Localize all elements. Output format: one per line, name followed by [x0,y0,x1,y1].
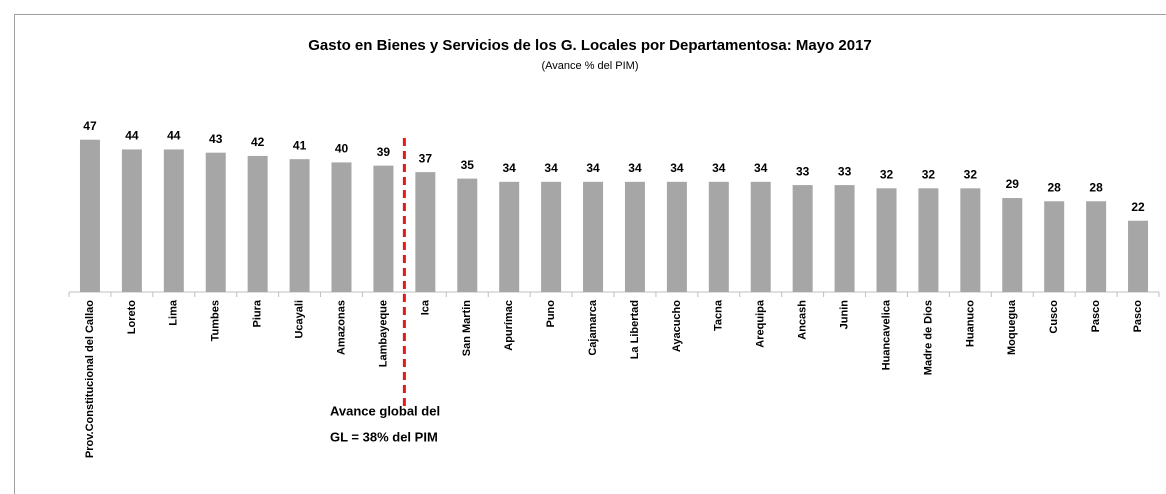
value-label: 32 [922,167,936,181]
x-tick-label: La Libertad [629,300,641,359]
value-label: 34 [628,161,642,175]
x-tick-label: Prov.Constitucional del Callao [84,300,96,458]
value-label: 34 [586,161,600,175]
bar [331,162,352,292]
bar [876,188,897,292]
bar [79,139,100,292]
x-tick-label: Tumbes [210,300,222,341]
bar [1002,198,1023,292]
value-label: 28 [1048,180,1062,194]
x-tick-label: Ica [419,299,431,315]
annotation: GL = 38% del PIM [330,429,438,444]
x-tick-label: Amazonas [335,300,347,355]
bar [163,149,184,292]
x-tick-label: Huancavelica [880,299,892,370]
value-label: 42 [251,135,265,149]
annotation: Avance global del [330,403,440,418]
bar [834,185,855,292]
chart-title: Gasto en Bienes y Servicios de los G. Lo… [308,37,872,54]
x-tick-label: Madre de Dios [922,300,934,375]
bar [960,188,981,292]
bar [708,181,729,292]
x-tick-label: Junin [838,300,850,330]
bar [247,155,268,292]
value-label: 34 [544,161,558,175]
value-label: 32 [880,167,894,181]
x-tick-label: Ancash [797,300,809,340]
value-label: 35 [461,158,475,172]
x-tick-label: Cajamarca [587,299,599,356]
value-label: 47 [83,119,97,133]
value-label: 33 [796,164,810,178]
value-label: 34 [754,161,768,175]
x-tick-label: Cusco [1048,300,1060,334]
x-tick-label: Huanuco [964,300,976,347]
x-tick-label: Loreto [126,300,138,335]
bar [415,172,436,292]
x-tick-label: Lima [168,299,180,326]
value-label: 44 [167,129,181,143]
bar [289,159,310,292]
chart-subtitle: (Avance % del PIM) [541,60,638,72]
bar [918,188,939,292]
x-tick-label: San Martin [461,300,473,357]
x-tick-label: Tacna [713,299,725,331]
bar [1086,201,1107,292]
bar [373,165,394,292]
x-tick-label: Ayacucho [671,300,683,352]
value-label: 39 [377,145,391,159]
value-label: 34 [670,161,684,175]
value-label: 29 [1006,177,1020,191]
x-tick-label: Puno [545,300,557,328]
bar [457,178,478,292]
value-label: 41 [293,138,307,152]
value-label: 43 [209,132,223,146]
value-label: 37 [419,151,433,165]
x-tick-label: Apurímac [503,300,515,351]
value-label: 34 [503,161,517,175]
bar [583,181,604,292]
bar [1128,220,1149,292]
value-label: 44 [125,129,139,143]
bar [499,181,520,292]
bar [1044,201,1065,292]
bar [666,181,687,292]
x-tick-label: Pasco [1090,300,1102,333]
value-label: 28 [1089,180,1103,194]
bar [205,152,226,292]
value-label: 22 [1131,200,1145,214]
bar [541,181,562,292]
x-tick-label: Moquegua [1006,299,1018,355]
bar [121,149,142,292]
value-label: 32 [964,167,978,181]
value-label: 40 [335,142,349,156]
bar [624,181,645,292]
value-label: 34 [712,161,726,175]
value-label: 33 [838,164,852,178]
x-tick-label: Pasco [1132,300,1144,333]
bar [750,181,771,292]
x-tick-label: Piura [252,299,264,327]
x-tick-label: Lambayeque [377,300,389,367]
x-tick-label: Arequipa [755,299,767,348]
bar [792,185,813,292]
x-tick-label: Ucayali [293,300,305,339]
